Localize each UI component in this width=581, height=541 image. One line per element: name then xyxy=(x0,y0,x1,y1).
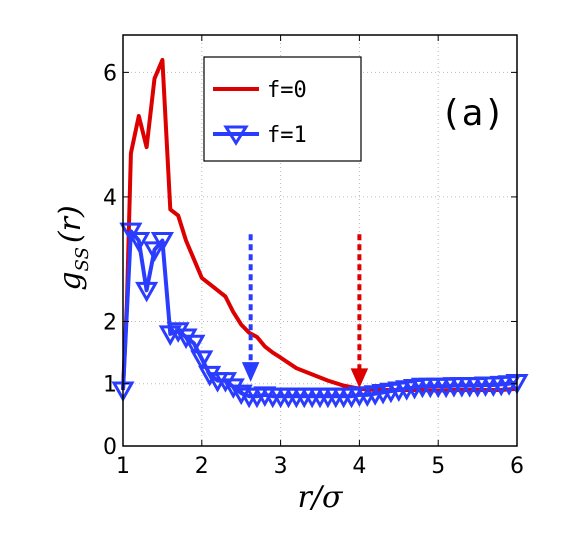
x-axis-label: r/σ xyxy=(298,480,344,515)
y-tick-label: 2 xyxy=(103,310,117,335)
series-point-f1 xyxy=(182,334,206,356)
series-line-f1 xyxy=(121,229,518,399)
y-tick-label: 4 xyxy=(103,186,117,211)
x-tick-labels: 1 2 3 4 5 6 xyxy=(116,454,524,479)
legend-label-f0: f=0 xyxy=(267,78,307,103)
series-point-f1 xyxy=(198,365,222,387)
annotation-arrow-red xyxy=(350,234,369,389)
y-axis-label: gSS (r) xyxy=(53,205,93,290)
series-point-f1 xyxy=(135,281,159,303)
x-tick-label: 4 xyxy=(352,454,366,479)
series-point-f1 xyxy=(213,372,238,393)
x-tick-label: 6 xyxy=(510,454,524,479)
y-tick-label: 6 xyxy=(103,61,117,86)
series-point-f1 xyxy=(150,232,174,253)
ylabel-main: g xyxy=(53,271,88,290)
ylabel-arg: (r) xyxy=(53,205,88,243)
plot-area xyxy=(111,57,529,409)
series-line-f0 xyxy=(121,57,518,393)
x-tick-label: 2 xyxy=(195,454,209,479)
series-point-f1 xyxy=(166,322,190,343)
series-point-f1 xyxy=(190,350,214,371)
legend-label-f1: f=1 xyxy=(267,123,307,148)
y-tick-label: 1 xyxy=(103,373,117,398)
annotation-arrow-blue xyxy=(241,234,260,382)
series-point-f1 xyxy=(142,241,167,262)
y-tick-label: 0 xyxy=(103,435,117,460)
x-tick-label: 1 xyxy=(116,454,130,479)
series-point-f1 xyxy=(174,328,198,350)
svg-text:gSS(r): gSS (r) xyxy=(53,205,93,290)
y-tick-labels: 0 1 2 4 6 xyxy=(103,61,117,460)
panel-label: (a) xyxy=(440,93,505,134)
series-point-f1 xyxy=(229,384,253,406)
plot-frame xyxy=(122,34,518,447)
x-tick-label: 3 xyxy=(274,454,288,479)
x-tick-label: 5 xyxy=(431,454,445,479)
ylabel-sub: SS xyxy=(72,247,93,271)
legend: f=0 f=1 xyxy=(203,56,362,162)
arrow-head xyxy=(350,368,369,389)
tick-marks xyxy=(122,35,518,447)
arrow-head xyxy=(241,362,260,382)
legend-box xyxy=(203,56,362,162)
legend-marker-f1 xyxy=(223,125,249,146)
